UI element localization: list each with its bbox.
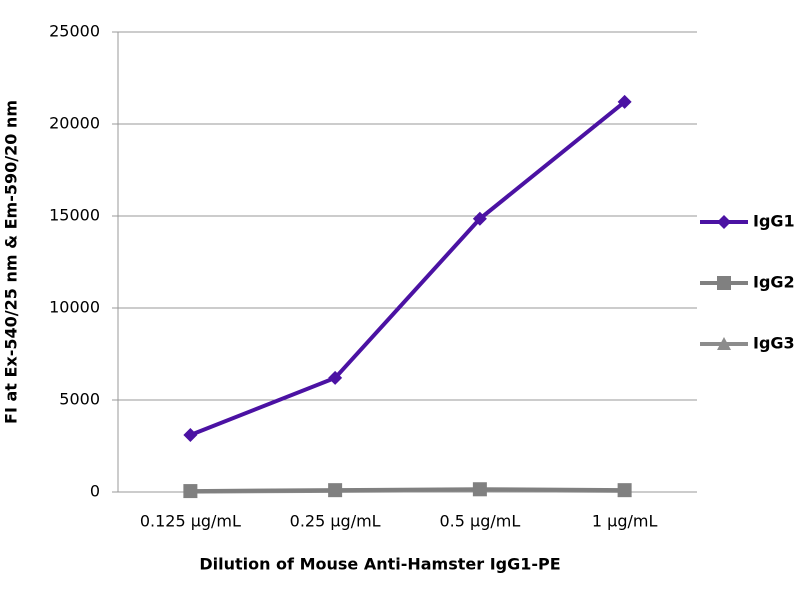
x-tick-label: 0.5 µg/mL (439, 512, 520, 531)
legend-label: IgG3 (753, 334, 795, 353)
legend-marker (717, 276, 731, 290)
y-tick-label: 5000 (59, 390, 100, 409)
y-tick-label: 15000 (49, 206, 100, 225)
x-tick-label: 0.25 µg/mL (290, 512, 381, 531)
data-point (328, 370, 343, 385)
data-point (328, 483, 343, 498)
y-axis-label: FI at Ex-540/25 nm & Em-590/20 nm (2, 100, 21, 424)
data-point (183, 427, 198, 442)
x-tick-label: 0.125 µg/mL (140, 512, 241, 531)
y-tick-label: 10000 (49, 298, 100, 317)
data-point (183, 484, 198, 499)
legend-label: IgG2 (753, 273, 795, 292)
series-line (190, 487, 625, 494)
legend-marker (717, 215, 731, 229)
y-tick-label: 20000 (49, 114, 100, 133)
data-point (472, 211, 487, 226)
legend-marker (717, 337, 731, 350)
y-tick-label: 25000 (49, 22, 100, 41)
legend-label: IgG1 (753, 212, 795, 231)
x-tick-label: 1 µg/mL (592, 512, 658, 531)
y-tick-label: 0 (90, 482, 100, 501)
data-point (472, 482, 487, 497)
x-axis-label: Dilution of Mouse Anti-Hamster IgG1-PE (199, 555, 560, 574)
series-line (189, 100, 626, 437)
data-point (617, 483, 632, 498)
data-point (617, 94, 632, 109)
